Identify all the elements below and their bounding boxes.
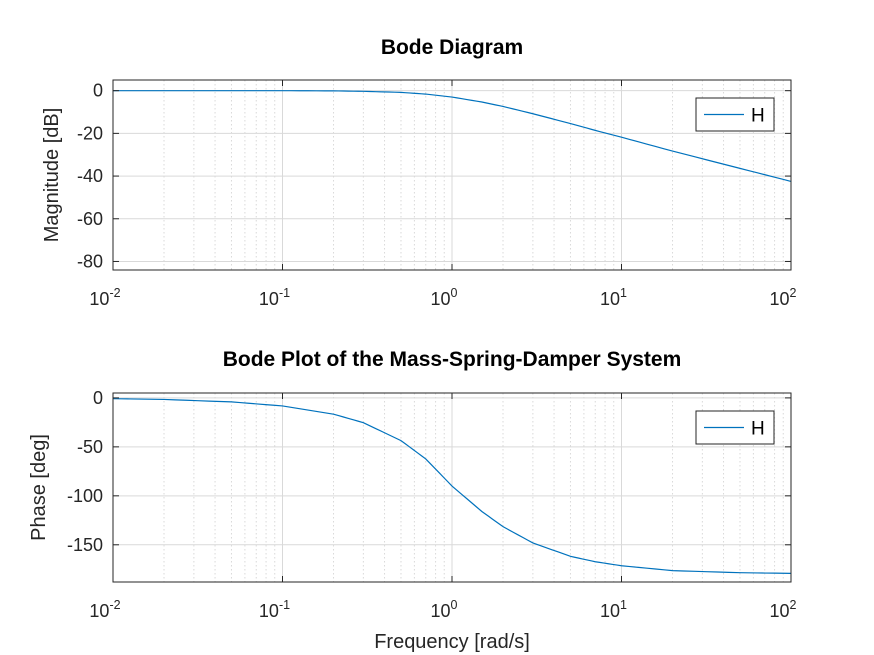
y-tick-label: -150 bbox=[67, 535, 103, 555]
x-tick-label: 10-1 bbox=[259, 286, 290, 309]
y-tick-label: -80 bbox=[77, 251, 103, 271]
y-tick-label: -100 bbox=[67, 486, 103, 506]
y-tick-label: -50 bbox=[77, 437, 103, 457]
legend-label: H bbox=[751, 106, 765, 127]
x-tick-label: 102 bbox=[770, 598, 797, 621]
subplot-2: 10-2 10-1 100 101 102 0 -50 -100 -150 Bode Plot o… bbox=[28, 348, 797, 653]
x-tick-label: 101 bbox=[600, 598, 627, 621]
x-tick-label: 10-2 bbox=[89, 286, 120, 309]
series-line-H bbox=[113, 90, 792, 182]
y-axis-label: Phase [deg] bbox=[28, 434, 50, 541]
chart-title: Bode Diagram bbox=[381, 36, 523, 59]
x-tick-label: 10-1 bbox=[259, 598, 290, 621]
x-axis-label: Frequency [rad/s] bbox=[374, 631, 530, 653]
x-tick-label: 100 bbox=[431, 286, 458, 309]
x-tick-label: 102 bbox=[770, 286, 797, 309]
x-tick-label: 101 bbox=[600, 286, 627, 309]
y-tick-label: -40 bbox=[77, 166, 103, 186]
legend-label: H bbox=[751, 419, 765, 440]
x-tick-label: 10-2 bbox=[89, 598, 120, 621]
y-axis-label: Magnitude [dB] bbox=[41, 108, 63, 243]
chart-title: Bode Plot of the Mass-Spring-Damper Syst… bbox=[223, 348, 682, 371]
y-tick-label: 0 bbox=[93, 388, 103, 408]
series-line-H bbox=[112, 398, 792, 574]
subplot-1: 10-2 10-1 100 101 102 0 -20 -40 -60 -80 Bode Diagr… bbox=[41, 36, 797, 309]
legend: H bbox=[695, 97, 775, 132]
legend: H bbox=[695, 410, 775, 445]
y-tick-label: 0 bbox=[93, 81, 103, 101]
y-tick-label: -20 bbox=[77, 123, 103, 143]
x-tick-label: 100 bbox=[431, 598, 458, 621]
y-tick-label: -60 bbox=[77, 209, 103, 229]
